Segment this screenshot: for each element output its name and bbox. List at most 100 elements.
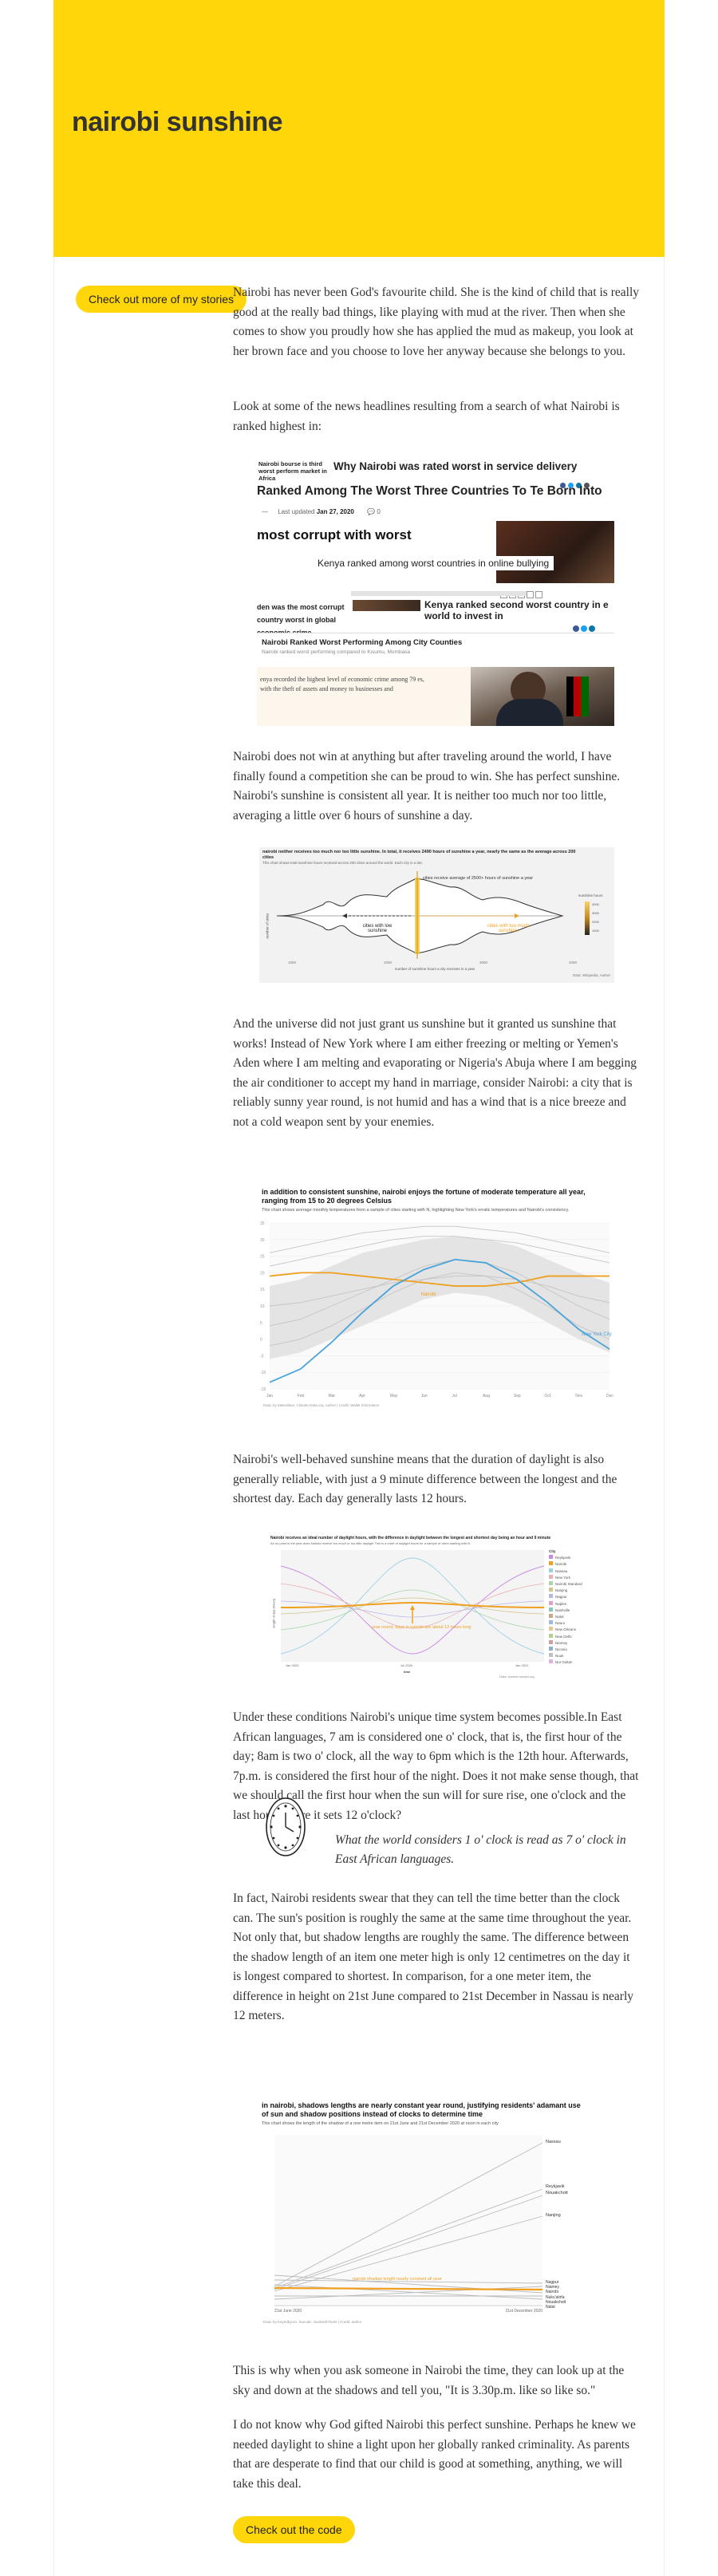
legend-item: Nairobi Standard <box>549 1581 617 1588</box>
x-tick: Jan 2021 <box>515 1663 529 1667</box>
y-tick: 15 <box>260 1288 265 1292</box>
chart-subtitle: This chart shows average monthly tempera… <box>262 1208 570 1213</box>
legend-title: City <box>549 1549 556 1553</box>
x-axis-ticks: Jan 2020 Jul 2020 Jan 2021 <box>281 1663 544 1670</box>
legend-item: Nauru <box>549 1620 617 1627</box>
colorbar-tick: 3000 <box>592 911 599 915</box>
x-tick: Jul <box>452 1394 456 1398</box>
city-line <box>274 2279 543 2284</box>
arrow-head <box>342 913 347 918</box>
person-photo <box>496 699 563 726</box>
y-tick: -5 <box>260 1354 264 1359</box>
colorbar-tick: 2000 <box>592 920 599 924</box>
legend-label: Nagpur <box>555 1595 567 1600</box>
legend-swatch <box>549 1561 553 1566</box>
chart-title: in addition to consistent sunshine, nair… <box>262 1188 586 1205</box>
legend-label: New York <box>555 1575 571 1580</box>
city-line <box>269 1276 610 1307</box>
code-button[interactable]: Check out the code <box>233 2516 355 2543</box>
legend-swatch <box>549 1594 553 1599</box>
city-line <box>269 1236 610 1267</box>
right-labels-bottom: Nagpur Niamey Nairobi Nuku'alofa Nouakch… <box>546 2280 617 2310</box>
headline-text: Why Nairobi was rated worst in service d… <box>333 460 578 472</box>
legend-swatch <box>549 1659 553 1664</box>
colorbar-title: sunshine hours <box>578 894 603 897</box>
comment-icon: 💬 <box>367 508 376 515</box>
x-tick: Feb <box>298 1394 305 1398</box>
legend-swatch <box>549 1647 553 1651</box>
legend-swatch <box>549 1574 553 1579</box>
legend-label: Naples <box>555 1601 567 1606</box>
x-tick: 21st December 2020 <box>505 2309 542 2314</box>
city-label: Niamey <box>546 2285 559 2290</box>
paragraph-headlines-intro: Look at some of the news headlines resul… <box>233 400 620 433</box>
stories-button[interactable]: Check out more of my stories <box>76 286 247 313</box>
x-axis-ticks: 21st June 2020 21st December 2020 <box>274 2309 542 2315</box>
y-tick: 30 <box>260 1238 265 1243</box>
legend-item: Nuuk <box>549 1653 617 1659</box>
colorbar-ticks: 4000 3000 2000 1000 <box>592 900 608 935</box>
share-icons <box>560 478 608 488</box>
paragraph-intro: Nairobi has never been God's favourite c… <box>233 286 639 358</box>
legend-label: Niamey <box>555 1640 568 1645</box>
headline-text: Kenya ranked among worst countries in on… <box>314 556 554 570</box>
chart-source: Data: sunrise-sunset.org <box>499 1675 535 1679</box>
legend-item: Nanjing <box>549 1588 617 1594</box>
y-tick: 35 <box>260 1221 265 1226</box>
content-frame-left <box>53 257 54 2576</box>
hero-banner: nairobi sunshine <box>53 0 665 257</box>
article-snippet: enya recorded the highest level of econo… <box>257 667 614 726</box>
city-line <box>280 1557 545 1655</box>
x-tick: Jun <box>421 1394 428 1398</box>
x-tick: 21st June 2020 <box>274 2309 302 2314</box>
chart-source: Data: Wikipedia, Author <box>572 973 610 977</box>
legend-swatch <box>549 1653 553 1658</box>
x-tick: Dec <box>606 1394 613 1398</box>
arrow-head <box>515 913 519 918</box>
daylight-plot <box>280 1550 545 1662</box>
legend-label: Nauru <box>555 1621 566 1626</box>
chart-sunshine-distribution: nairobi neither receives too much nor to… <box>259 847 614 983</box>
legend-swatch <box>549 1614 553 1619</box>
x-tick: Jan <box>266 1394 273 1398</box>
chart-title: nairobi neither receives too much nor to… <box>262 850 576 860</box>
headline-meta: — Last updated Jan 27, 2020 💬 0 <box>262 508 381 515</box>
quote-block: What the world considers 1 o' clock is r… <box>263 1797 646 1870</box>
y-axis-label: number of cities <box>265 913 270 939</box>
city-line <box>280 1565 545 1655</box>
legend-label: Natal <box>555 1615 564 1619</box>
nairobi-line <box>274 2286 543 2291</box>
legend-label: Nairobi Standard <box>555 1582 582 1587</box>
y-tick: 20 <box>260 1271 265 1276</box>
cities-range-band <box>270 1236 610 1359</box>
x-tick: 4000 <box>569 961 578 965</box>
x-tick: Jul 2020 <box>400 1663 413 1667</box>
legend-item: New York <box>549 1574 617 1581</box>
legend-item: Nicosia <box>549 1647 617 1653</box>
headline-text: enya recorded the highest level of econo… <box>260 676 424 692</box>
headline-subtext: Nairobi ranked worst performing compared… <box>262 649 411 655</box>
x-tick: 2000 <box>384 961 393 965</box>
x-tick: Aug <box>483 1394 490 1398</box>
sunshine-plot <box>276 871 590 959</box>
legend-label: Nur-Sultan <box>555 1660 573 1665</box>
x-tick: Oct <box>545 1394 551 1398</box>
legend-label: Nicosia <box>555 1647 567 1652</box>
series-label-new-york: New York City <box>582 1332 611 1337</box>
headline-text: Ranked Among The Worst Three Countries T… <box>257 484 602 498</box>
legend-item: Reykjavik <box>549 1555 617 1561</box>
legend-label: New Orleans <box>555 1627 577 1632</box>
headline-divider <box>351 591 527 596</box>
content-frame-right <box>664 257 665 2576</box>
updated-date: Jan 27, 2020 <box>316 508 354 515</box>
y-tick: 10 <box>260 1304 265 1309</box>
legend-swatch <box>549 1581 553 1586</box>
city-label: Nouakchott <box>546 2191 568 2195</box>
paragraph-universe: And the universe did not just grant us s… <box>233 1017 637 1129</box>
legend-label: Nassau <box>555 1568 568 1573</box>
pull-quote: What the world considers 1 o' clock is r… <box>335 1833 626 1866</box>
headline-card-7: Nairobi Ranked Worst Performing Among Ci… <box>257 633 614 726</box>
city-label: Reykjavik <box>546 2184 565 2189</box>
headline-text: Nairobi bourse is third worst perform ma… <box>258 460 327 482</box>
share-icons <box>573 621 611 632</box>
